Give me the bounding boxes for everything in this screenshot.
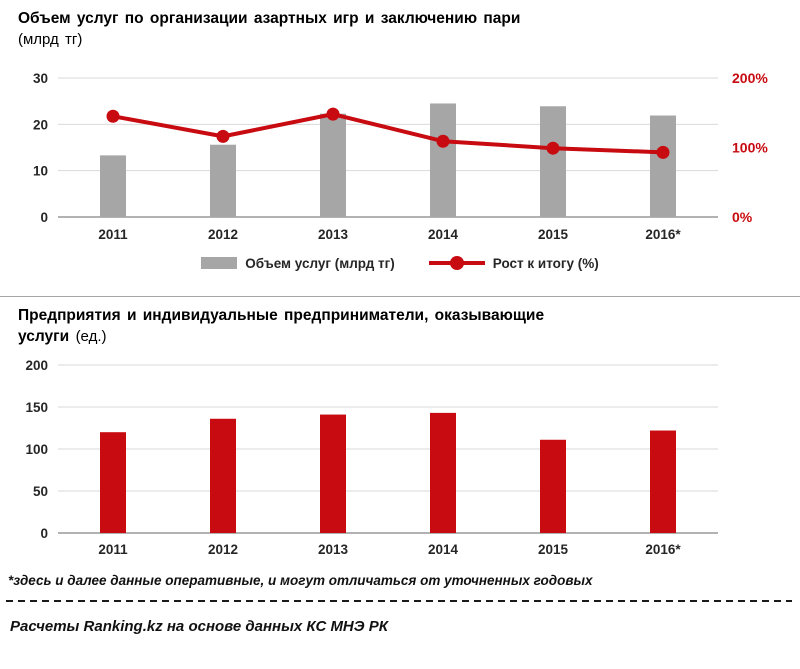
secondary-axis-tick-label: 200% <box>732 70 768 86</box>
bar-2015 <box>540 106 566 217</box>
section2-title-line2: услуги <box>18 328 70 345</box>
x-axis-tick-label: 2013 <box>318 542 349 557</box>
bar-2013 <box>320 113 346 217</box>
y-axis-tick-label: 10 <box>33 164 48 179</box>
chart1-legend: Объем услуг (млрд тг) Рост к итогу (%) <box>0 250 800 276</box>
line-marker-2012 <box>216 129 230 143</box>
legend-line-swatch <box>428 256 485 270</box>
growth-line <box>112 112 664 155</box>
enterprises-chart: 0 50 100 150 200 2011 2012 2013 2014 2015 2016* <box>25 358 718 557</box>
bar-2014 <box>430 412 456 533</box>
x-axis-tick-label: 2014 <box>428 542 459 557</box>
bar-2011 <box>100 432 126 533</box>
legend-item-growth: Рост к итогу (%) <box>428 255 599 271</box>
bar-2016* <box>650 115 676 217</box>
bar-2014 <box>430 103 456 217</box>
line-marker-2016* <box>656 145 670 159</box>
x-axis-tick-label: 2012 <box>208 542 238 557</box>
bar-2013 <box>320 414 346 533</box>
services-volume-chart: 0 10 20 30 0% 100% 200% 2011 2012 2013 2014 2015 201… <box>33 70 768 242</box>
line-marker-2014 <box>436 134 450 148</box>
section2-title-line1: Предприятия и индивидуальные предпринима… <box>18 307 545 324</box>
line-marker-2011 <box>106 109 120 123</box>
legend-item-volume: Объем услуг (млрд тг) <box>201 256 395 271</box>
x-axis-tick-label: 2015 <box>538 542 569 557</box>
y-axis-tick-label: 100 <box>25 442 48 457</box>
footnote: *здесь и далее данные оперативные, и мог… <box>8 573 593 588</box>
bar-2015 <box>540 439 566 533</box>
x-axis-tick-label: 2014 <box>428 227 459 242</box>
source-note: Расчеты Ranking.kz на основе данных КС М… <box>10 618 388 635</box>
x-axis-tick-label: 2016* <box>645 542 681 557</box>
section2-title-unit: (ед.) <box>75 328 107 345</box>
secondary-axis-tick-label: 100% <box>732 140 768 156</box>
x-axis-tick-label: 2016* <box>645 227 681 242</box>
y-axis-tick-label: 200 <box>25 358 48 373</box>
x-axis-tick-label: 2012 <box>208 227 238 242</box>
y-axis-tick-label: 0 <box>40 210 48 225</box>
x-axis-tick-label: 2013 <box>318 227 349 242</box>
bar-2012 <box>210 418 236 533</box>
section1-title: Объем услуг по организации азартных игр … <box>0 0 800 50</box>
legend-line-label: Рост к итогу (%) <box>492 255 599 271</box>
secondary-axis-tick-label: 0% <box>732 209 753 225</box>
line-marker-2015 <box>546 141 560 155</box>
y-axis-tick-label: 0 <box>40 526 48 541</box>
x-axis-tick-label: 2011 <box>98 227 128 242</box>
section1-title-text: Объем услуг по организации азартных игр … <box>18 10 521 27</box>
y-axis-tick-label: 50 <box>33 484 48 499</box>
bar-2011 <box>100 155 126 217</box>
x-axis-tick-label: 2011 <box>98 542 128 557</box>
section-divider <box>0 296 800 297</box>
bar-2016* <box>650 430 676 533</box>
x-axis-tick-label: 2015 <box>538 227 569 242</box>
y-axis-tick-label: 30 <box>33 71 48 86</box>
dashed-separator <box>6 600 792 602</box>
bar-2012 <box>210 144 236 217</box>
legend-bar-swatch <box>201 257 238 269</box>
y-axis-tick-label: 20 <box>33 117 48 132</box>
section1-title-unit: (млрд тг) <box>18 31 83 48</box>
section2-title: Предприятия и индивидуальные предпринима… <box>0 297 800 347</box>
line-marker-2013 <box>326 107 340 121</box>
y-axis-tick-label: 150 <box>25 400 48 415</box>
legend-bar-label: Объем услуг (млрд тг) <box>245 255 395 271</box>
